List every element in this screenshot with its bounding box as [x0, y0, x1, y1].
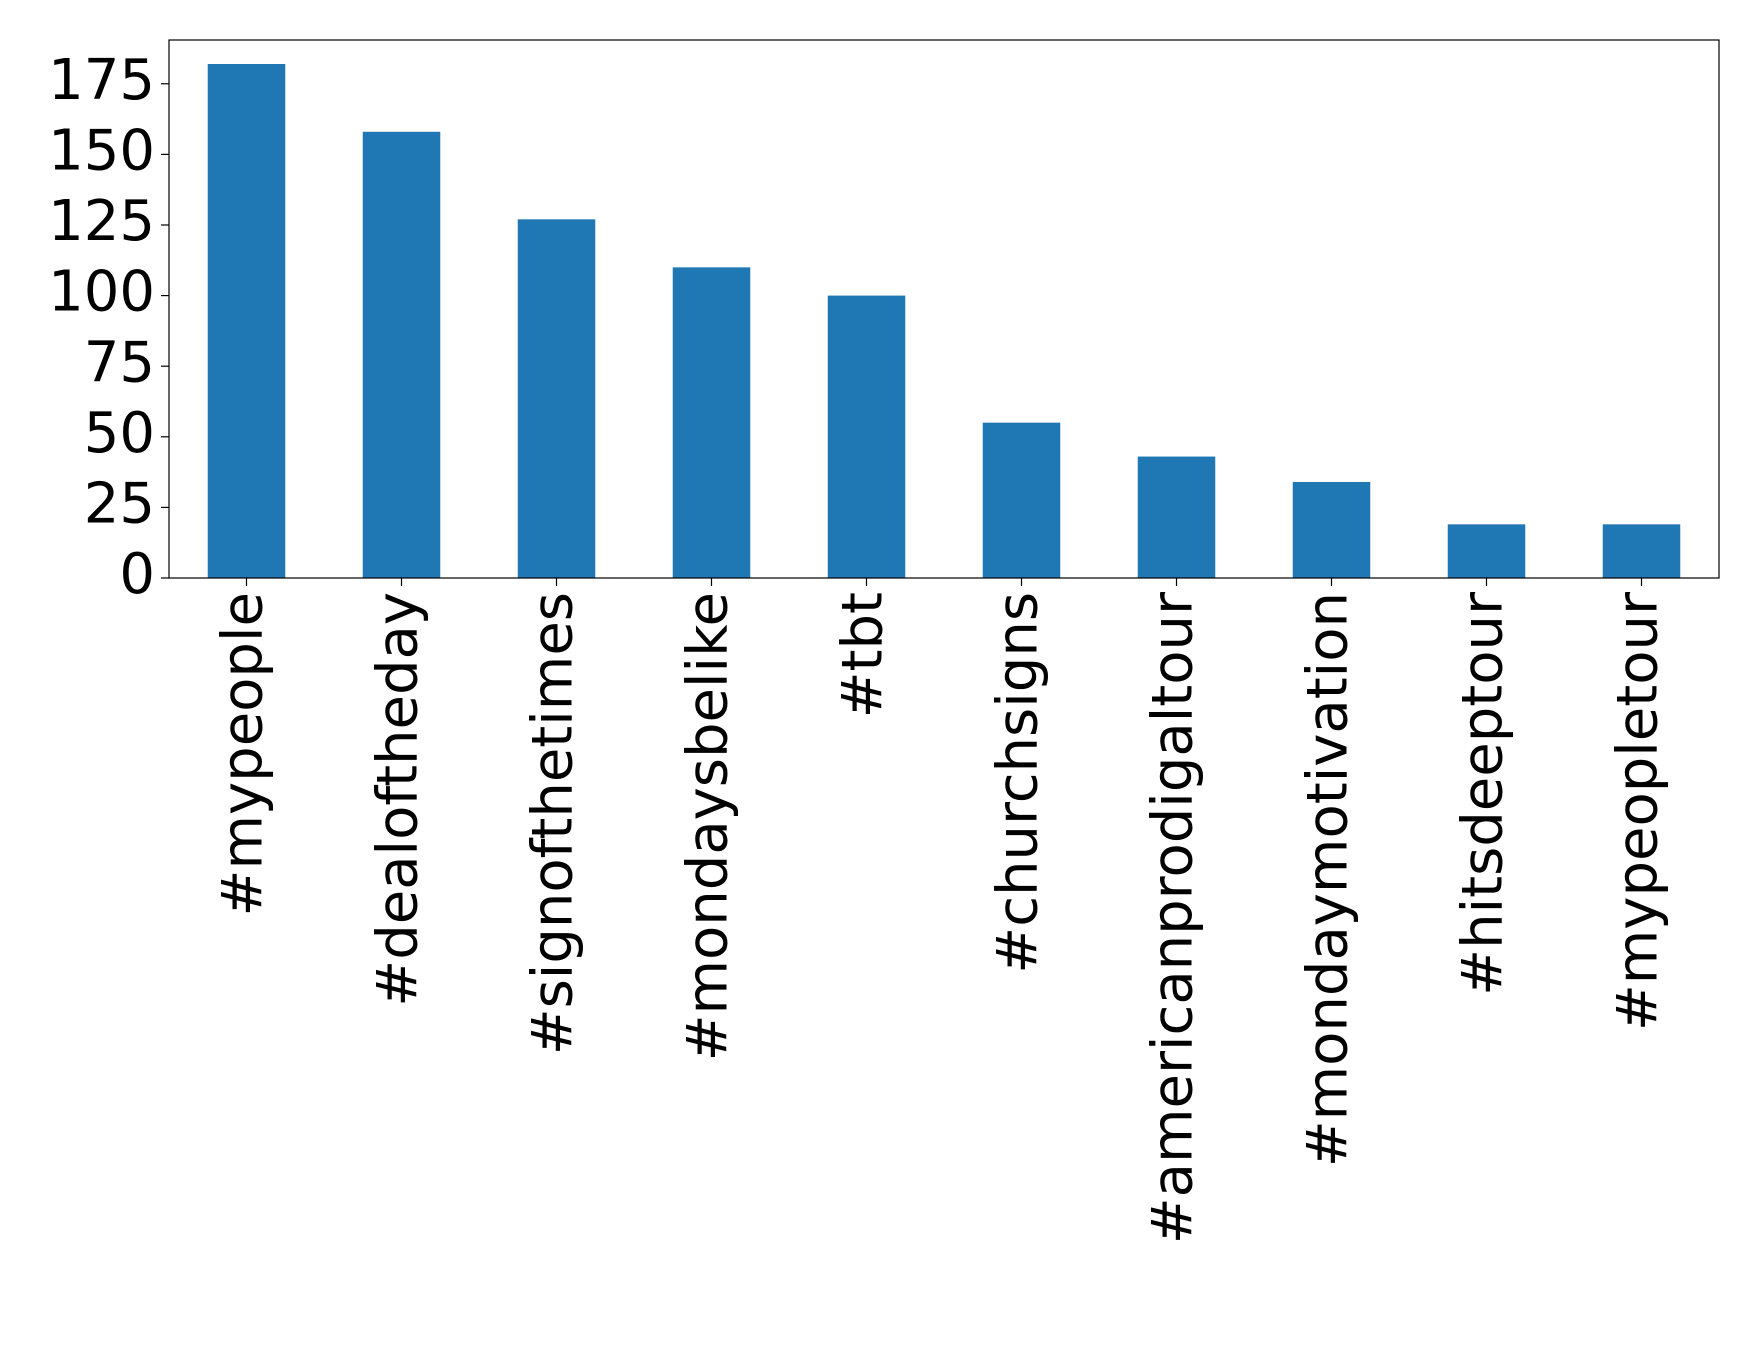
y-tick-label: 25: [84, 472, 155, 537]
bar: [672, 267, 751, 578]
bar: [1447, 524, 1526, 578]
bar: [982, 422, 1061, 578]
bar: [827, 295, 906, 578]
bar: [207, 64, 286, 578]
bar: [1137, 456, 1216, 578]
bar: [517, 219, 596, 579]
bar: [362, 131, 441, 578]
plot-frame: [168, 39, 1720, 579]
x-tick-label: #mondaymotivation: [1296, 592, 1361, 1167]
x-tick-label: #mypeople: [211, 592, 276, 916]
x-tick-label: #dealoftheday: [366, 592, 431, 1007]
x-tick-label: #churchsigns: [986, 592, 1051, 974]
y-tick-label: 125: [48, 189, 155, 254]
y-tick-label: 150: [48, 119, 155, 184]
bar: [1292, 481, 1371, 578]
y-tick-label: 100: [48, 260, 155, 325]
x-tick-label: #mondaysbelike: [676, 592, 741, 1061]
y-tick-label: 0: [119, 542, 155, 607]
x-tick-label: #americanprodigaltour: [1141, 591, 1206, 1244]
bar: [1602, 524, 1681, 578]
x-tick-label: #tbt: [831, 592, 896, 718]
x-tick-label: #mypeopletour: [1606, 591, 1671, 1031]
x-tick-label: #signofthetimes: [521, 592, 586, 1055]
y-tick-label: 50: [84, 401, 155, 466]
x-tick-label: #hitsdeeptour: [1451, 591, 1516, 996]
y-tick-label: 175: [48, 48, 155, 113]
y-tick-label: 75: [84, 330, 155, 395]
